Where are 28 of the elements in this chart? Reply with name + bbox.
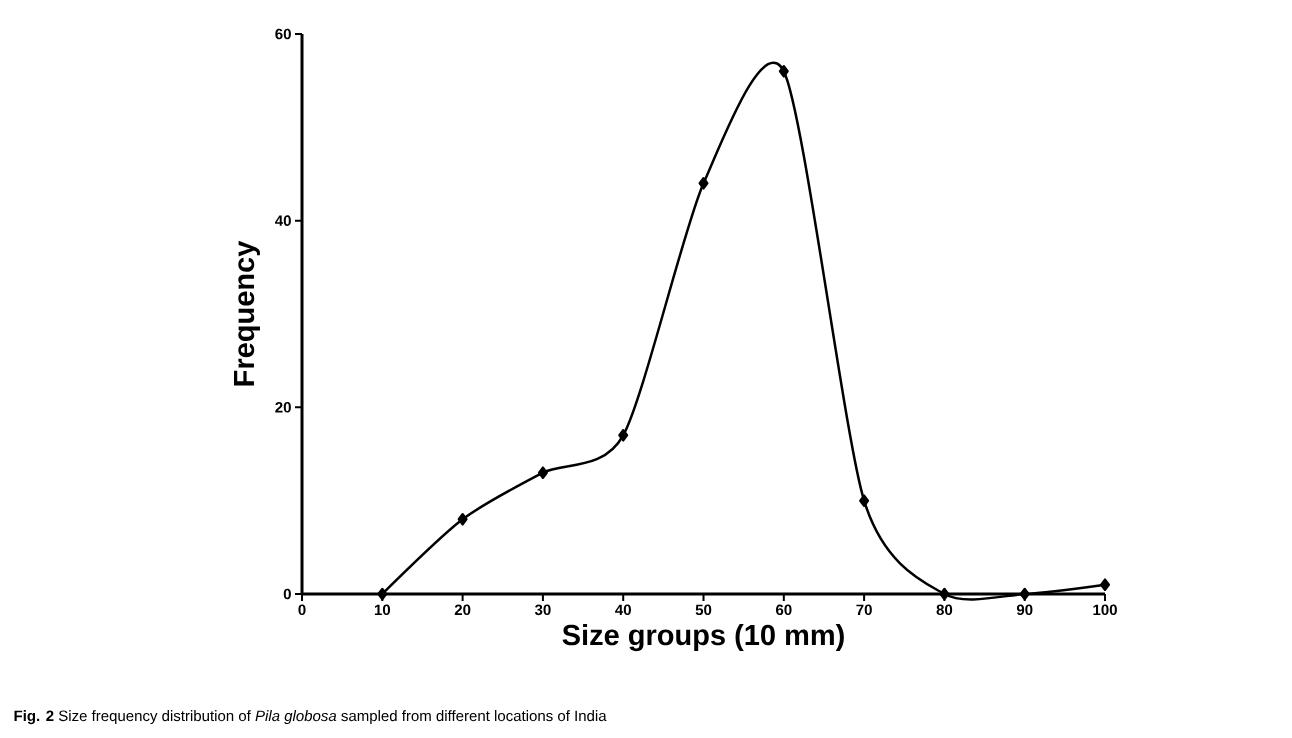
point: [859, 494, 870, 507]
text: Fig. 2 Size frequency distribution of Pila globosa sampled from different locations of India: [14, 710, 607, 725]
point: [618, 429, 629, 442]
point: [1019, 587, 1030, 601]
point: [939, 587, 950, 601]
point: [1100, 578, 1111, 591]
x-tick-label: 10: [374, 604, 391, 616]
y-axis-title: Frequency: [234, 240, 260, 386]
x-axis-title: Size groups (10 mm): [562, 623, 844, 652]
x-tick-label: 30: [534, 604, 551, 616]
x-tick-label: 100: [1093, 604, 1117, 616]
y-tick-label: 20: [275, 402, 291, 413]
x-tick-label: 20: [454, 604, 471, 616]
point: [457, 513, 468, 526]
x-tick-label: 90: [1016, 604, 1033, 616]
x-tick-label: 0: [298, 604, 306, 616]
x-tick-label: 80: [936, 604, 953, 616]
point: [377, 587, 388, 601]
x-tick-label: 50: [695, 604, 712, 616]
point: [698, 177, 709, 190]
x-tick-label: 40: [615, 604, 631, 616]
y-tick-label: 0: [283, 588, 291, 600]
y-tick-label: 60: [275, 28, 291, 40]
x-tick-label: 70: [856, 604, 872, 616]
point: [537, 466, 548, 479]
point: [778, 65, 789, 78]
x-tick-label: 60: [776, 604, 792, 616]
y-tick-label: 40: [275, 215, 291, 226]
